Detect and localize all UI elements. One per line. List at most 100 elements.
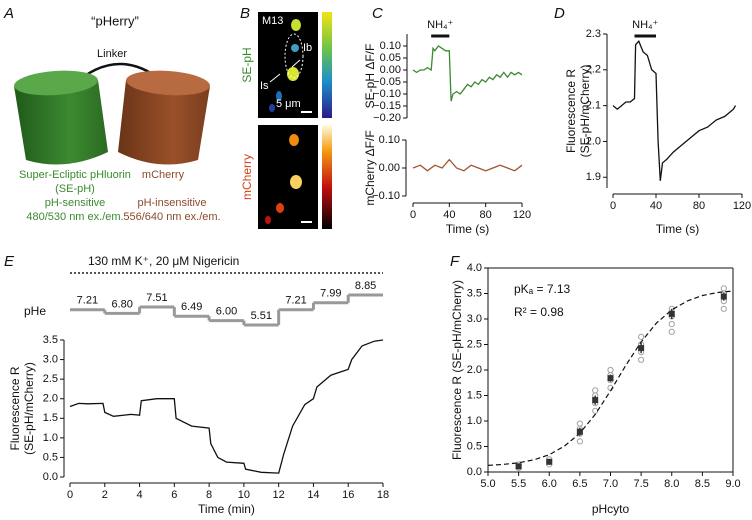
image-label: Is [260,80,269,92]
y-axis-label: Fluorescence R [8,366,22,450]
panel-label: B [240,5,250,22]
y-tick-label: 2.0 [467,364,482,376]
data-point [576,420,583,427]
scale-label: 5 μm [276,98,301,110]
y-axis-label: mCherry ΔF/F [363,130,377,205]
y-tick-label: 0.0 [467,466,482,478]
trace [412,158,523,172]
image-label: SE-pH [240,47,254,82]
phe-value: 7.21 [77,295,98,307]
y-tick-label: 3.5 [467,287,482,299]
y-tick-label: 0.5 [43,451,58,463]
mean-point [720,293,727,300]
y-tick-label: −0.05 [373,76,401,88]
data-point [638,356,645,363]
cylinder-top [126,70,210,96]
y-axis-label: SE-pH ΔF/F [363,44,377,109]
phe-label: pHe [24,304,46,318]
annotation: R² = 0.98 [514,305,564,319]
mean-point [607,375,614,382]
x-tick-label: 40 [650,200,662,212]
condition-label: 130 mM K⁺, 20 μM Nigericin [88,254,239,268]
y-axis-label: (SE-pH/mCherry) [22,362,36,455]
fit-curve [487,290,734,466]
x-tick-label: 40 [443,209,455,221]
y-tick-label: 3.0 [467,313,482,325]
y-tick-label: 0.05 [380,52,401,64]
panel-label: D [554,5,565,22]
x-tick-label: 0 [410,209,416,221]
x-tick-label: 10 [238,489,250,501]
y-tick-label: 0.10 [379,134,400,146]
phe-value: 7.21 [285,295,306,307]
x-tick-label: 120 [513,209,531,221]
mean-point [576,428,583,435]
cylinder-body [14,80,108,165]
x-axis-label: Time (min) [198,502,255,516]
y-tick-label: 0.00 [380,64,401,76]
trace [412,45,523,102]
y-tick-label: 2.2 [586,64,601,76]
panel-label: C [372,5,383,22]
y-tick-label: −0.15 [373,100,401,112]
y-tick-label: 1.0 [467,415,482,427]
x-tick-label: 8.5 [695,478,710,490]
trace [69,339,384,474]
cylinder-top [14,70,98,96]
y-tick-label: 4.0 [467,262,482,274]
annotation: NH₄⁺ [632,19,658,31]
diagram-text: 556/640 nm ex./em. [123,211,220,223]
annotation: NH₄⁺ [427,19,453,31]
y-tick-label: 2.5 [467,338,482,350]
phe-value: 7.99 [320,288,341,300]
x-tick-label: 8.0 [664,478,679,490]
y-tick-label: 2.3 [586,28,601,40]
phe-value: 5.51 [251,310,272,322]
image-label: mCherry [240,154,254,200]
trace [612,39,737,181]
boutons [265,19,312,224]
y-tick-label: 0.10 [380,40,401,52]
x-tick-label: 6.5 [572,478,587,490]
x-axis-label: Time (s) [656,222,700,236]
y-axis-label: Fluorescence R [564,69,578,153]
mean-point [515,463,522,470]
linker-label: Linker [97,48,127,60]
panel-label: E [4,253,15,270]
diagram-text: 480/530 nm ex./em. [26,211,123,223]
annotation: pKₐ = 7.13 [514,282,571,296]
data-point [720,285,727,292]
y-tick-label: 2.5 [43,373,58,385]
image-label: M13 [262,15,283,27]
x-tick-label: 18 [377,489,389,501]
data-point [720,305,727,312]
cylinder-body [118,80,210,165]
y-axis-label: (SE-pH/mCherry) [578,65,592,158]
diagram-text: pH-insensitive [137,197,206,209]
mean-point [592,397,599,404]
y-axis-label: Fluorescence R (SE-pH/mCherry) [450,280,464,460]
y-tick-label: 0.0 [43,471,58,483]
x-tick-label: 80 [693,200,705,212]
x-axis-label: Time (s) [446,222,490,236]
phe-value: 6.49 [181,301,202,313]
x-tick-label: 5.5 [511,478,526,490]
y-tick-label: 1.5 [467,389,482,401]
x-axis-label: pHcyto [592,502,630,516]
y-tick-label: 0.00 [379,162,400,174]
x-tick-label: 80 [480,209,492,221]
x-tick-label: 8 [206,489,212,501]
mean-point [668,310,675,317]
x-tick-label: 16 [342,489,354,501]
x-tick-label: 12 [273,489,285,501]
mean-point [546,458,553,465]
colorbar [322,12,332,118]
panel-label: F [450,253,460,270]
data-point [607,366,614,374]
diagram-text: pH-sensitive [45,197,106,209]
x-tick-label: 5.0 [480,478,495,490]
y-tick-label: 2.0 [586,135,601,147]
data-point [668,321,675,328]
y-tick-label: 3.5 [43,334,58,346]
